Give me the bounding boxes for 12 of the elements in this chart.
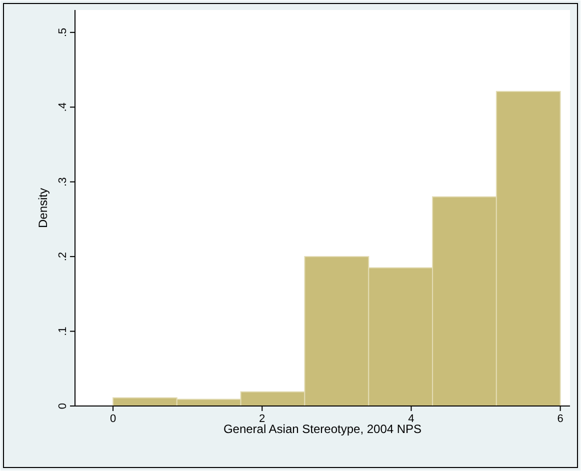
- x-tick-label: 6: [557, 413, 564, 425]
- x-axis-title: General Asian Stereotype, 2004 NPS: [223, 422, 422, 436]
- y-tick-label: .1: [57, 326, 69, 336]
- y-tick-label: 0: [57, 402, 69, 410]
- x-tick-label: 0: [110, 413, 116, 425]
- x-tick-label: 2: [259, 413, 266, 425]
- y-tick-label: .4: [57, 102, 69, 112]
- y-tick-label: .3: [57, 177, 69, 186]
- y-tick-label: .5: [57, 28, 69, 38]
- y-axis-title: Density: [36, 188, 50, 228]
- x-tick-label: 4: [408, 413, 414, 425]
- y-tick-label: .2: [57, 252, 69, 262]
